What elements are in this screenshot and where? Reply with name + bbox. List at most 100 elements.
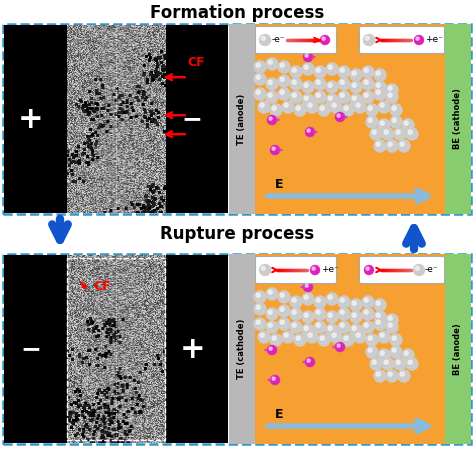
Circle shape	[392, 336, 396, 340]
Circle shape	[401, 118, 414, 132]
Circle shape	[376, 142, 380, 146]
Circle shape	[318, 103, 330, 117]
Circle shape	[318, 334, 330, 346]
Circle shape	[352, 313, 356, 317]
Circle shape	[268, 310, 272, 314]
Circle shape	[390, 334, 402, 346]
Circle shape	[308, 333, 312, 337]
Text: Formation process: Formation process	[150, 4, 324, 22]
Circle shape	[382, 357, 394, 371]
Circle shape	[304, 65, 308, 69]
Text: +: +	[179, 335, 205, 363]
Circle shape	[277, 60, 291, 74]
Circle shape	[341, 103, 355, 117]
Circle shape	[372, 360, 376, 364]
Circle shape	[365, 116, 379, 128]
Circle shape	[267, 345, 277, 355]
Circle shape	[337, 66, 350, 78]
Circle shape	[376, 83, 380, 87]
Circle shape	[280, 90, 284, 94]
Circle shape	[365, 103, 379, 117]
Circle shape	[256, 305, 260, 309]
Circle shape	[280, 293, 284, 297]
Circle shape	[280, 63, 284, 67]
Circle shape	[335, 342, 345, 352]
Circle shape	[257, 101, 271, 113]
Circle shape	[306, 101, 319, 113]
Circle shape	[290, 307, 302, 320]
Circle shape	[364, 265, 374, 275]
Circle shape	[341, 334, 355, 346]
Bar	[3, 24, 471, 214]
Circle shape	[364, 80, 368, 84]
Circle shape	[277, 290, 291, 303]
Text: BE (anode): BE (anode)	[454, 323, 463, 375]
Circle shape	[377, 348, 391, 362]
Circle shape	[335, 112, 345, 122]
Text: +e⁻: +e⁻	[321, 265, 339, 275]
Circle shape	[329, 330, 343, 344]
Circle shape	[368, 106, 372, 110]
Circle shape	[370, 127, 383, 141]
Circle shape	[254, 290, 266, 303]
Circle shape	[277, 87, 291, 101]
Circle shape	[301, 311, 315, 323]
Circle shape	[384, 130, 388, 134]
Circle shape	[365, 346, 379, 359]
Circle shape	[344, 336, 348, 340]
Circle shape	[290, 320, 302, 334]
Circle shape	[364, 68, 368, 72]
Text: E: E	[275, 178, 283, 191]
Circle shape	[269, 117, 272, 120]
Circle shape	[376, 313, 380, 317]
Circle shape	[265, 320, 279, 334]
Circle shape	[385, 91, 399, 103]
Circle shape	[304, 83, 308, 87]
Circle shape	[326, 81, 338, 93]
Circle shape	[296, 336, 300, 340]
Circle shape	[284, 103, 288, 107]
Circle shape	[272, 106, 276, 110]
Circle shape	[377, 118, 391, 132]
Circle shape	[308, 103, 312, 107]
Circle shape	[385, 320, 399, 334]
Circle shape	[290, 295, 302, 309]
Circle shape	[393, 357, 407, 371]
Circle shape	[413, 264, 425, 276]
Circle shape	[382, 127, 394, 141]
Circle shape	[404, 121, 408, 125]
Circle shape	[270, 103, 283, 117]
Bar	[3, 254, 471, 444]
Bar	[255, 254, 445, 444]
Text: −: −	[182, 107, 203, 131]
Circle shape	[282, 101, 294, 113]
Circle shape	[316, 298, 320, 302]
Circle shape	[388, 316, 392, 320]
FancyBboxPatch shape	[255, 256, 337, 284]
Circle shape	[374, 87, 386, 101]
Circle shape	[366, 267, 369, 270]
Circle shape	[396, 360, 400, 364]
Circle shape	[328, 326, 332, 330]
Circle shape	[340, 298, 344, 302]
Circle shape	[305, 54, 308, 57]
Circle shape	[259, 34, 271, 46]
Circle shape	[340, 80, 344, 84]
Circle shape	[304, 295, 308, 299]
Bar	[255, 24, 445, 214]
Circle shape	[374, 81, 386, 93]
Circle shape	[268, 80, 272, 84]
Circle shape	[301, 293, 315, 305]
Circle shape	[304, 326, 308, 330]
Bar	[229, 254, 255, 444]
Circle shape	[328, 65, 332, 69]
Circle shape	[362, 91, 374, 103]
Circle shape	[305, 357, 315, 367]
Circle shape	[256, 320, 260, 324]
Circle shape	[374, 311, 386, 323]
Circle shape	[362, 66, 374, 78]
Bar	[4, 25, 228, 213]
Circle shape	[320, 106, 324, 110]
Circle shape	[269, 347, 272, 350]
Circle shape	[388, 372, 392, 376]
